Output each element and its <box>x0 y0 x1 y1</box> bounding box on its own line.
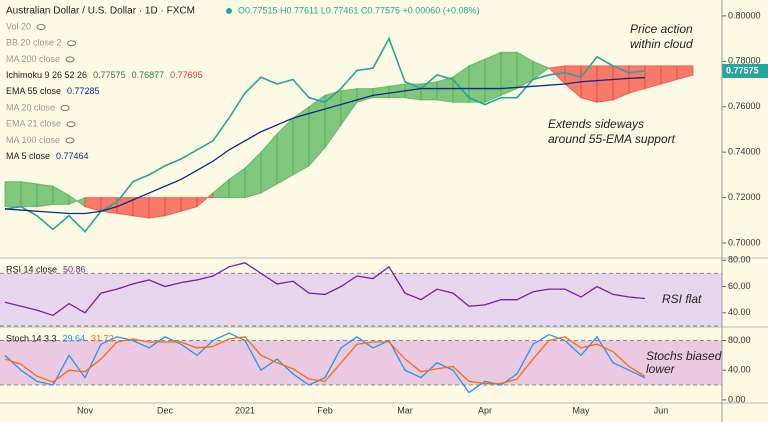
series-line <box>4 262 646 317</box>
rsi-panel: 80.00 60.00 40.00 RSI 14 close 50.86 <box>0 255 768 328</box>
y-tick-label: 80.00 <box>728 255 751 265</box>
y-tick-label: 0.76000 <box>728 101 761 111</box>
cloud <box>580 65 598 103</box>
panel-value: 50.86 <box>63 264 86 274</box>
cloud <box>596 65 614 103</box>
last-price-box <box>722 63 768 78</box>
cloud <box>420 81 438 101</box>
cloud <box>628 65 646 94</box>
y-tick-label: 0.80000 <box>728 10 761 20</box>
x-tick-label: May <box>572 405 590 415</box>
cloud <box>372 85 390 99</box>
indicator-label: MA 20 close <box>6 102 55 112</box>
annotation: Stochs biased <box>646 349 722 363</box>
cloud <box>132 197 150 219</box>
cloud <box>404 83 422 101</box>
eye-icon <box>36 24 46 30</box>
indicator-label: Ichimoku 9 26 52 26 <box>6 70 87 80</box>
cloud <box>4 181 22 208</box>
legend: Australian Dollar / U.S. Dollar · 1D · F… <box>6 5 480 161</box>
y-tick-label: 0.78000 <box>728 56 761 66</box>
indicator-value: 0.76877 <box>132 70 165 80</box>
y-tick-label: 80.00 <box>728 335 751 345</box>
x-tick-label: Nov <box>77 405 94 415</box>
panel-title: Stoch 14 3 3 <box>6 333 57 343</box>
panel-value: 31.72 <box>91 333 114 343</box>
panel-value: 29.64 <box>63 333 86 343</box>
x-tick-label: Dec <box>157 405 174 415</box>
annotation: Extends sideways <box>548 117 644 131</box>
x-tick-label: Apr <box>478 405 492 415</box>
eye-icon <box>67 40 77 47</box>
annotation: RSI flat <box>662 292 702 306</box>
series-line <box>4 76 646 215</box>
annotation: around 55-EMA support <box>548 132 676 146</box>
series-line <box>4 332 646 394</box>
x-tick-label: 2021 <box>235 405 255 415</box>
status-dot <box>226 8 232 14</box>
ohlc: O0.77515 H0.77611 L0.77461 C0.77575 +0.0… <box>238 5 480 15</box>
indicator-label: Vol 20 <box>6 21 31 31</box>
y-tick-label: 60.00 <box>728 281 751 291</box>
indicator-value: 0.77575 <box>93 70 126 80</box>
indicator-label: BB 20 close 2 <box>6 38 62 48</box>
eye-icon <box>66 121 76 128</box>
indicator-value: 0.77285 <box>67 86 100 96</box>
indicator-label: EMA 21 close <box>6 119 61 129</box>
cloud <box>36 183 54 208</box>
panel-title: RSI 14 close <box>6 264 57 274</box>
indicator-label: MA 100 close <box>6 135 60 145</box>
series-line <box>4 36 646 233</box>
y-tick-label: 40.00 <box>728 365 751 375</box>
cloud <box>676 65 694 81</box>
series-line <box>4 336 646 385</box>
annotation: lower <box>646 362 676 376</box>
y-tick-label: 0.74000 <box>728 147 761 157</box>
cloud <box>468 58 486 103</box>
indicator-label: MA 5 close <box>6 151 50 161</box>
y-tick-label: 0.70000 <box>728 237 761 247</box>
cloud <box>532 60 551 81</box>
y-tick-label: 40.00 <box>728 307 751 317</box>
x-tick-label: Mar <box>397 405 413 415</box>
symbol-title: Australian Dollar / U.S. Dollar · 1D · F… <box>6 6 195 17</box>
x-tick-label: Feb <box>317 405 333 415</box>
annotation: Price action <box>630 22 693 36</box>
price-panel: 0.80000 0.78000 0.76000 0.74000 0.72000 0.700… <box>0 10 768 259</box>
stoch-panel: 80.00 40.00 0.00 Stoch 14 3 3 29.64 31.72 <box>0 332 768 404</box>
annotation: within cloud <box>630 37 693 51</box>
eye-icon <box>65 56 75 63</box>
indicator-label: MA 200 close <box>6 54 60 64</box>
x-tick-label: Jun <box>654 405 669 415</box>
indicator-value: 0.77464 <box>56 151 89 161</box>
cloud <box>644 65 662 90</box>
band <box>0 273 722 326</box>
cloud <box>484 51 502 103</box>
eye-icon <box>60 105 70 111</box>
indicator-label: EMA 55 close <box>6 86 61 96</box>
y-tick-label: 0.00 <box>728 394 746 404</box>
band <box>0 340 722 386</box>
cloud <box>20 181 38 208</box>
cloud <box>436 76 454 103</box>
indicator-value: 0.77695 <box>170 70 203 80</box>
cloud <box>148 197 166 219</box>
last-price-label: 0.77575 <box>726 65 759 75</box>
eye-icon <box>65 137 75 144</box>
y-tick-label: 0.72000 <box>728 192 761 202</box>
